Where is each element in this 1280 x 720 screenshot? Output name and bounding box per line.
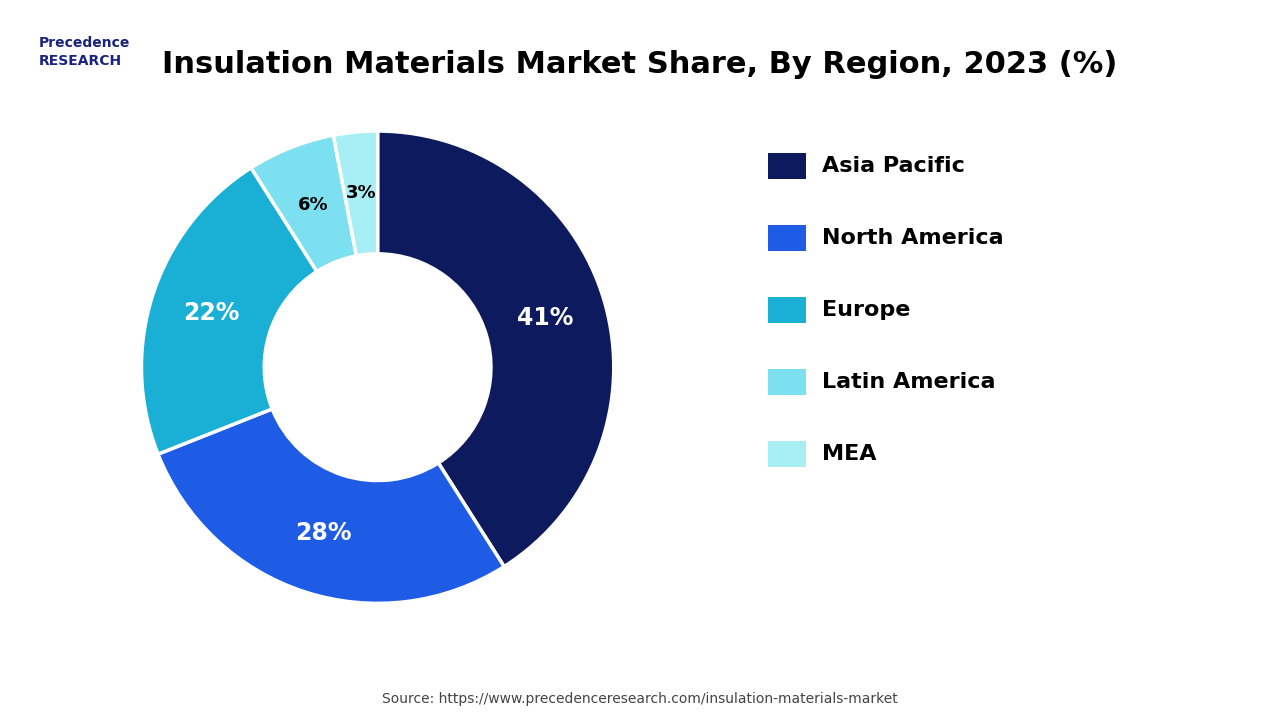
Text: Precedence
RESEARCH: Precedence RESEARCH [38,36,129,68]
Text: 3%: 3% [346,184,376,202]
Text: 22%: 22% [183,301,239,325]
Text: 28%: 28% [296,521,352,546]
Text: MEA: MEA [822,444,877,464]
Wedge shape [142,168,317,454]
Wedge shape [251,135,356,271]
Text: Insulation Materials Market Share, By Region, 2023 (%): Insulation Materials Market Share, By Re… [163,50,1117,79]
Text: 41%: 41% [517,307,573,330]
Text: Europe: Europe [822,300,910,320]
Text: Source: https://www.precedenceresearch.com/insulation-materials-market: Source: https://www.precedenceresearch.c… [383,692,897,706]
Wedge shape [157,409,504,603]
Wedge shape [378,131,613,567]
Text: North America: North America [822,228,1004,248]
Text: Latin America: Latin America [822,372,996,392]
Wedge shape [333,131,378,256]
Text: Asia Pacific: Asia Pacific [822,156,965,176]
Text: 6%: 6% [298,196,329,214]
